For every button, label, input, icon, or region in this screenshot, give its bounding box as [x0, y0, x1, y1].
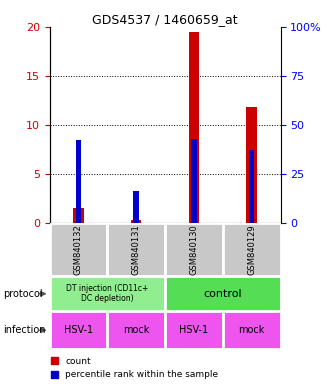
Bar	[165, 311, 223, 349]
Bar	[191, 139, 197, 223]
Bar	[133, 191, 139, 223]
Bar	[107, 311, 165, 349]
Bar	[165, 276, 280, 311]
Text: control: control	[203, 289, 242, 299]
Bar	[131, 220, 141, 223]
Text: infection: infection	[3, 325, 46, 335]
Bar	[50, 276, 165, 311]
Bar	[223, 223, 280, 276]
Text: GSM840132: GSM840132	[74, 224, 83, 275]
Legend: count, percentile rank within the sample: count, percentile rank within the sample	[51, 357, 218, 379]
Text: GSM840131: GSM840131	[132, 224, 141, 275]
Bar	[107, 223, 165, 276]
Bar	[50, 311, 107, 349]
Text: GSM840130: GSM840130	[189, 224, 198, 275]
Bar	[247, 107, 257, 223]
Bar	[165, 223, 223, 276]
Bar	[50, 223, 107, 276]
Text: mock: mock	[239, 325, 265, 335]
Text: DT injection (CD11c+
DC depletion): DT injection (CD11c+ DC depletion)	[66, 284, 148, 303]
Bar	[73, 208, 83, 223]
Text: HSV-1: HSV-1	[179, 325, 209, 335]
Text: protocol: protocol	[3, 289, 43, 299]
Bar	[223, 311, 280, 349]
Bar	[249, 150, 254, 223]
Bar	[189, 32, 199, 223]
Text: mock: mock	[123, 325, 149, 335]
Bar	[76, 141, 81, 223]
Text: GSM840129: GSM840129	[247, 224, 256, 275]
Title: GDS4537 / 1460659_at: GDS4537 / 1460659_at	[92, 13, 238, 26]
Text: HSV-1: HSV-1	[64, 325, 93, 335]
